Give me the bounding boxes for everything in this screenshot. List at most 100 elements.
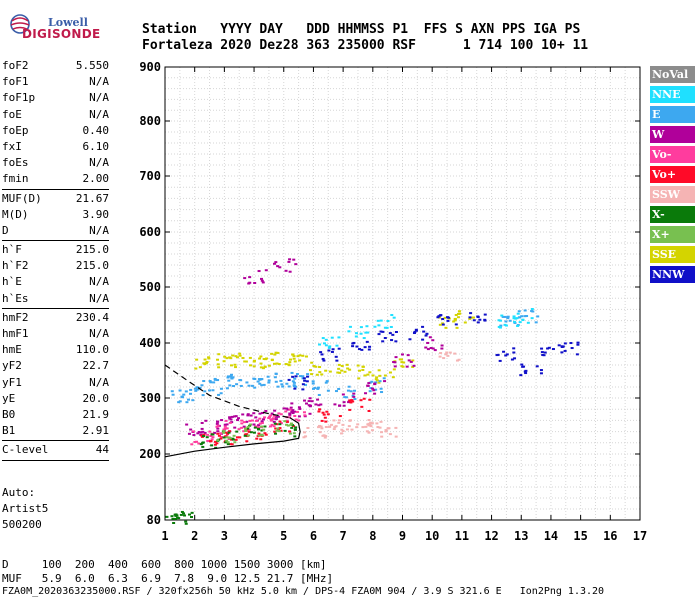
echo-mark-x-	[260, 425, 264, 428]
echo-mark-w	[261, 418, 265, 421]
echo-mark-ssw	[439, 352, 443, 355]
echo-mark-sse	[383, 374, 387, 377]
echo-mark-nnw	[569, 342, 573, 345]
echo-mark-vo-	[294, 418, 298, 421]
echo-mark-x-	[231, 437, 235, 440]
echo-mark-nnw	[546, 347, 550, 350]
echo-mark-x-	[257, 434, 261, 437]
echo-mark-sse	[411, 365, 415, 368]
echo-mark-w	[199, 431, 203, 434]
echo-mark-nnw	[301, 383, 305, 386]
echo-mark-sse	[238, 354, 242, 357]
echo-mark-e	[250, 384, 254, 387]
echo-mark-sse	[320, 373, 324, 376]
echo-mark-ssw	[332, 428, 336, 431]
echo-mark-sse	[458, 312, 462, 315]
echo-mark-e	[227, 379, 231, 382]
echo-mark-e	[316, 386, 320, 389]
echo-mark-vo-	[278, 420, 282, 423]
echo-mark-e	[292, 381, 296, 384]
echo-mark-ssw	[317, 426, 321, 429]
echo-mark-nnw	[306, 375, 310, 378]
param-value: 215.0	[75, 259, 109, 273]
echo-mark-nnw	[360, 348, 364, 351]
echo-mark-vo-	[190, 443, 194, 446]
echo-mark-w	[293, 410, 297, 413]
echo-mark-sse	[288, 361, 292, 364]
echo-mark-w	[270, 412, 274, 415]
echo-mark-sse	[243, 360, 247, 363]
echo-mark-e	[230, 376, 234, 379]
echo-mark-e	[316, 387, 320, 390]
echo-mark-vo-	[209, 434, 213, 437]
echo-mark-w	[307, 404, 311, 407]
echo-mark-w	[234, 415, 238, 418]
echo-mark-sse	[363, 374, 367, 377]
echo-mark-w	[273, 409, 277, 412]
echo-mark-sse	[468, 317, 472, 320]
echo-mark-ssw	[367, 431, 371, 434]
echo-mark-sse	[258, 357, 262, 360]
echo-mark-sse	[272, 362, 276, 365]
echo-mark-w	[278, 266, 282, 269]
echo-mark-vo-	[348, 399, 352, 402]
echo-mark-nne	[364, 331, 368, 334]
echo-mark-e	[290, 371, 294, 374]
echo-mark-nnw	[381, 340, 385, 343]
echo-mark-e	[226, 376, 230, 379]
echo-mark-e	[209, 381, 213, 384]
echo-mark-ssw	[337, 421, 341, 424]
echo-mark-vo-	[279, 429, 283, 432]
echo-mark-ssw	[302, 436, 306, 439]
echo-mark-w	[254, 416, 258, 419]
echo-mark-w	[232, 415, 236, 418]
echo-mark-nnw	[547, 346, 551, 349]
echo-mark-w	[260, 411, 264, 414]
echo-mark-ssw	[341, 430, 345, 433]
echo-mark-sse	[241, 357, 245, 360]
echo-mark-sse	[328, 370, 332, 373]
echo-mark-vo-	[258, 422, 262, 425]
echo-mark-w	[352, 392, 356, 395]
header-keys: Station YYYY DAY DDD HHMMSS P1 FFS S AXN…	[142, 22, 581, 37]
echo-mark-sse	[443, 316, 447, 319]
echo-mark-vo-	[277, 412, 281, 415]
param-name: fxI	[2, 139, 22, 153]
legend-item-noval: NoVal	[650, 66, 695, 83]
echo-mark-ssw	[317, 424, 321, 427]
echo-mark-vo-	[219, 432, 223, 435]
echo-mark-nnw	[483, 318, 487, 321]
echo-mark-e	[344, 396, 348, 399]
echo-mark-vo-	[320, 419, 324, 422]
echo-mark-x-	[252, 431, 256, 434]
echo-mark-vo-	[240, 426, 244, 429]
echo-mark-sse	[225, 357, 229, 360]
echo-mark-w	[249, 414, 253, 417]
echo-mark-vo-	[288, 416, 292, 419]
echo-mark-nnw	[394, 330, 398, 333]
echo-mark-w	[316, 398, 320, 401]
param-value: 22.7	[82, 359, 110, 373]
legend-item-x-: X+	[650, 226, 695, 243]
param-name: foEp	[2, 123, 29, 137]
echo-mark-e	[349, 390, 353, 393]
echo-mark-e	[258, 378, 262, 381]
echo-mark-nnw	[570, 347, 574, 350]
echo-mark-sse	[265, 357, 269, 360]
param-value: 0.40	[82, 123, 110, 137]
echo-mark-sse	[312, 365, 316, 368]
echo-mark-sse	[298, 359, 302, 362]
echo-mark-nnw	[334, 355, 338, 358]
y-tick-label: 400	[139, 336, 161, 350]
echo-mark-sse	[205, 361, 209, 364]
echo-mark-vo-	[338, 415, 342, 418]
echo-mark-sse	[392, 368, 396, 371]
x-tick-label: 10	[425, 529, 439, 543]
echo-mark-sse	[400, 361, 404, 364]
echo-mark-x-	[226, 443, 230, 446]
param-name: M(D)	[2, 207, 29, 221]
echo-mark-e	[258, 382, 262, 385]
echo-mark-ssw	[347, 425, 351, 428]
echo-mark-w	[260, 277, 264, 280]
echo-mark-w	[253, 281, 257, 284]
